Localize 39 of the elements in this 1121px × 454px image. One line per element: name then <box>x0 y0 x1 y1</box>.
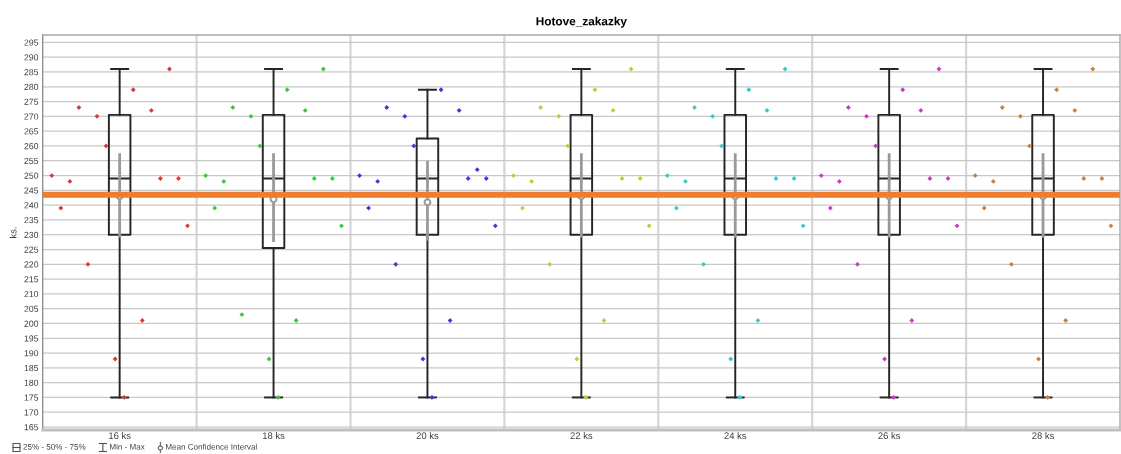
y-tick-label: 165 <box>24 424 39 431</box>
y-tick-label: 250 <box>24 172 39 179</box>
y-tick-label: 235 <box>24 216 39 224</box>
y-tick-label: 290 <box>24 54 39 61</box>
x-tick-label: 16 ks <box>109 432 131 440</box>
x-tick-label: 22 ks <box>570 432 593 440</box>
x-tick-label: 24 ks <box>724 432 747 440</box>
y-tick-label: 195 <box>24 335 39 342</box>
y-tick-label: 260 <box>24 143 39 150</box>
y-tick-label: 220 <box>24 261 39 268</box>
y-tick-label: 265 <box>24 128 39 135</box>
text: 25% - 50% - 75% <box>23 443 86 450</box>
y-axis-title: ks. <box>9 227 17 238</box>
y-tick-label: 225 <box>24 246 39 253</box>
y-tick-label: 285 <box>24 69 39 76</box>
x-tick-label: 26 ks <box>878 432 901 440</box>
y-tick-label: 175 <box>24 394 39 401</box>
y-tick-label: 255 <box>24 157 39 165</box>
y-tick-label: 190 <box>24 350 39 357</box>
chart-title: Hotove_zakazky <box>536 16 627 28</box>
y-tick-label: 280 <box>24 83 39 91</box>
y-tick-label: 270 <box>24 113 39 120</box>
x-tick-label: 28 ks <box>1032 432 1054 440</box>
y-tick-label: 295 <box>24 39 39 46</box>
y-tick-label: 200 <box>24 320 39 327</box>
y-tick-label: 275 <box>24 98 39 105</box>
y-tick-label: 240 <box>24 202 39 209</box>
x-tick-label: 20 ks <box>416 432 439 440</box>
y-tick-label: 245 <box>24 187 39 194</box>
y-tick-label: 215 <box>24 276 39 283</box>
y-tick-label: 230 <box>24 231 39 238</box>
text: Mean Confidence Interval <box>166 443 257 450</box>
y-tick-label: 180 <box>24 379 39 386</box>
x-tick-label: 18 ks <box>262 432 285 440</box>
y-tick-label: 170 <box>24 409 39 416</box>
y-tick-label: 210 <box>24 290 39 298</box>
y-tick-label: 185 <box>24 364 39 372</box>
y-tick-label: 205 <box>24 305 39 312</box>
text: Min - Max <box>110 443 145 450</box>
